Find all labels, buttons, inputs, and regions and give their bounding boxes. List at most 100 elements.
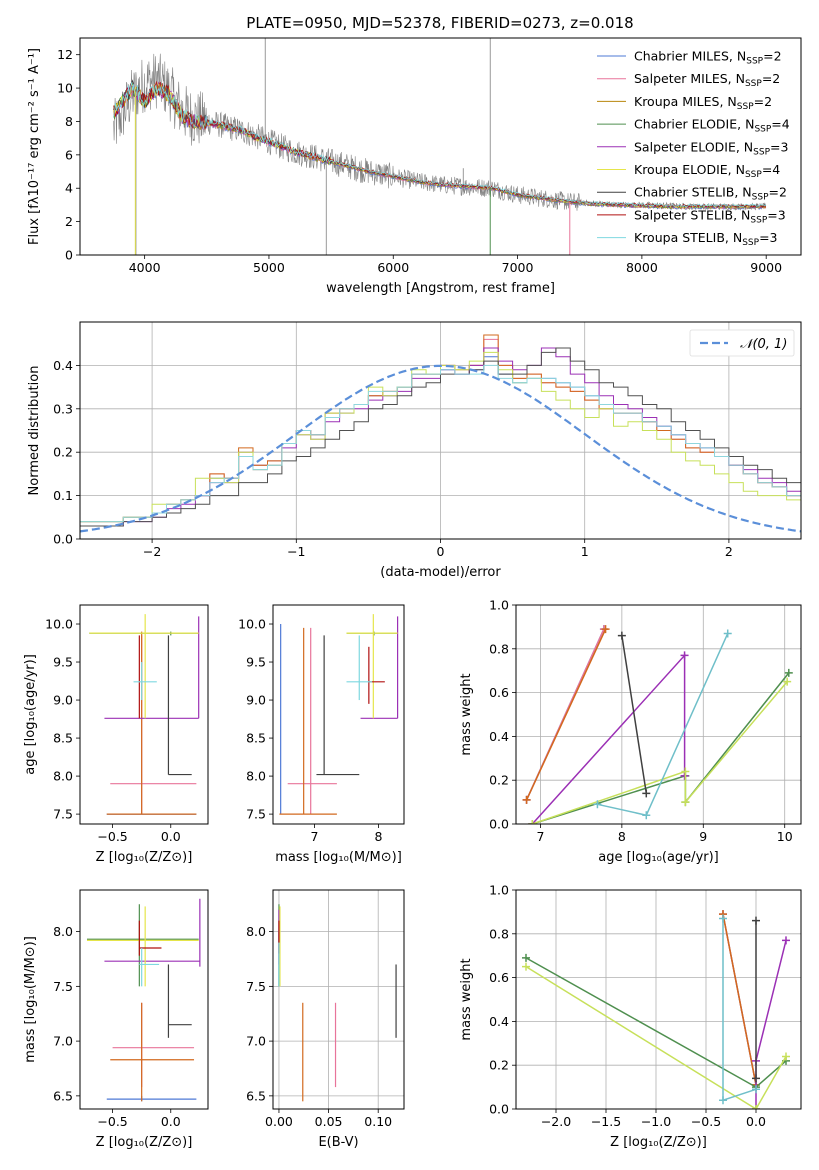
y-axis-label: mass weight: [459, 673, 474, 755]
y-tick-label: 0.8: [489, 641, 509, 656]
weight-line: [525, 628, 607, 801]
legend-sub: SSP: [737, 102, 754, 112]
model-spectrum-line: [113, 80, 767, 208]
legend-entry: Salpeter MILES, NSSP=2: [634, 71, 780, 89]
x-axis-label: Z [log₁₀(Z/Z⊙)]: [96, 1135, 193, 1150]
y-tick-label: 0.1: [53, 488, 73, 503]
y-tick-label: 8.0: [246, 769, 266, 784]
plot-area: [89, 614, 200, 815]
legend-name: Chabrier STELIB, N: [634, 185, 752, 200]
axes-border: [272, 604, 405, 825]
y-tick-label: 6: [65, 147, 73, 162]
panel-weight_vs_age: 7 8 9 10 0.0 0.2 0.4 0.6 0.8 1.0 age [log₁₀(age/yr…: [459, 598, 802, 865]
panel-spectrum: 4000 5000 6000 7000 8000 9000 0 2 4 6 8 10 12 wavelen…: [27, 37, 802, 296]
y-tick-label: 9.5: [246, 655, 266, 670]
plot-area: [279, 614, 399, 815]
legend-suffix: =2: [763, 49, 781, 64]
x-tick-label: 9: [699, 829, 707, 844]
x-tick-label: −1.5: [591, 1114, 621, 1129]
x-tick-label: 0.0: [161, 829, 181, 844]
y-tick-label: 2: [65, 214, 73, 229]
legend-entry: Kroupa STELIB, NSSP=3: [634, 230, 778, 248]
plot-area: [80, 334, 801, 533]
y-tick-label: 7.5: [53, 807, 73, 822]
axes-border: [515, 604, 802, 825]
legend-sub: SSP: [754, 125, 771, 135]
panel-age_vs_mass: 7 8 7.5 8.0 8.5 9.0 9.5 10.0 mass [log₁₀(M/M⊙)]: [238, 604, 405, 865]
legend-suffix: =3: [770, 139, 788, 154]
x-tick-label: 7: [311, 829, 319, 844]
y-tick-label: 8.5: [53, 731, 73, 746]
y-tick-label: 9.0: [246, 693, 266, 708]
point-marker: [681, 767, 690, 776]
y-tick-label: 0.3: [53, 401, 73, 416]
y-tick-label: 0.2: [53, 445, 73, 460]
legend-entry: Salpeter STELIB, NSSP=3: [634, 207, 786, 225]
x-tick-label: 0.0: [746, 1114, 766, 1129]
x-axis-label: E(B-V): [318, 1135, 358, 1150]
panel-weight_vs_Z: −2.0 −1.5 −1.0 −0.5 0.0 0.0 0.2 0.4 0.6 0.8 1.0 Z […: [459, 883, 802, 1150]
x-tick-label: −2: [143, 544, 161, 559]
y-tick-label: 0.4: [53, 358, 73, 373]
legend-entry: Chabrier STELIB, NSSP=2: [634, 185, 787, 203]
legend-entry: Kroupa MILES, NSSP=2: [634, 94, 772, 112]
y-tick-label: 8.0: [53, 769, 73, 784]
axes-frame: −2.0 −1.5 −1.0 −0.5 0.0 0.0 0.2 0.4 0.6 0.8 1.0 Z […: [459, 883, 802, 1150]
axes-border: [79, 321, 802, 540]
point-marker: [723, 629, 732, 638]
panel-age_vs_Z: −0.5 0.0 7.5 8.0 8.5 9.0 9.5 10.0 Z [log₁₀(Z/Z⊙)…: [23, 604, 209, 865]
point-marker: [719, 1096, 727, 1105]
axes-frame: −0.5 0.0 7.5 8.0 8.5 9.0 9.5 10.0 Z [log₁₀(Z/Z⊙)…: [23, 604, 209, 865]
point-marker: [752, 1085, 760, 1094]
x-axis-label: wavelength [Angstrom, rest frame]: [326, 281, 555, 296]
weight-line: [532, 681, 788, 824]
panel-residuals: −2 −1 0 1 2 0.0 0.1 0.2 0.3 0.4 (data-model)/error…: [27, 321, 802, 580]
y-tick-label: 1.0: [489, 598, 509, 613]
histogram-step: [80, 364, 801, 523]
axes-border: [515, 889, 802, 1110]
panels: 4000 5000 6000 7000 8000 9000024681012wavelen…: [23, 37, 802, 1150]
weight-line: [722, 913, 757, 1086]
y-axis-label: mass [log₁₀(M/M⊙)]: [23, 936, 38, 1063]
point-marker: [784, 668, 793, 677]
point-marker: [680, 771, 689, 780]
plot-area: [522, 910, 790, 1109]
x-axis-label: (data-model)/error: [380, 565, 501, 580]
plot-area: [278, 904, 397, 1102]
legend-name: Salpeter ELODIE, N: [634, 139, 753, 154]
y-tick-label: 7.5: [246, 979, 266, 994]
x-tick-label: 0.0: [161, 1114, 181, 1129]
y-tick-label: 9.5: [53, 655, 73, 670]
legend-suffix: =2: [754, 94, 772, 109]
y-tick-label: 8.0: [246, 924, 266, 939]
y-tick-label: 0.4: [489, 729, 509, 744]
legend-sub: SSP: [752, 193, 769, 203]
y-axis-label: mass weight: [459, 958, 474, 1040]
y-tick-label: 9.0: [53, 693, 73, 708]
y-tick-label: 7.5: [53, 979, 73, 994]
point-marker: [617, 631, 626, 640]
plot-area: [86, 898, 201, 1102]
axes-frame: 7 8 7.5 8.0 8.5 9.0 9.5 10.0 mass [log₁₀(M/M⊙)]: [238, 604, 405, 865]
x-tick-label: 7: [536, 829, 544, 844]
x-tick-label: 8: [618, 829, 626, 844]
point-marker: [522, 962, 530, 971]
legend-name: Salpeter MILES, N: [634, 71, 745, 86]
x-tick-label: 8000: [626, 260, 658, 275]
point-marker: [719, 914, 727, 923]
histogram-step: [80, 351, 801, 523]
legend: 𝒩(0, 1): [689, 329, 795, 357]
x-tick-label: 10: [777, 829, 793, 844]
weight-line: [621, 635, 648, 794]
legend-name: Salpeter STELIB, N: [634, 207, 750, 222]
y-tick-label: 10.0: [45, 617, 73, 632]
x-tick-label: 5000: [253, 260, 285, 275]
legend-suffix: =4: [771, 117, 789, 132]
x-tick-label: −0.5: [97, 829, 127, 844]
x-axis-label: Z [log₁₀(Z/Z⊙)]: [610, 1135, 707, 1150]
point-marker: [783, 677, 792, 686]
legend-entry: Chabrier MILES, NSSP=2: [634, 49, 782, 67]
point-marker: [782, 936, 790, 945]
